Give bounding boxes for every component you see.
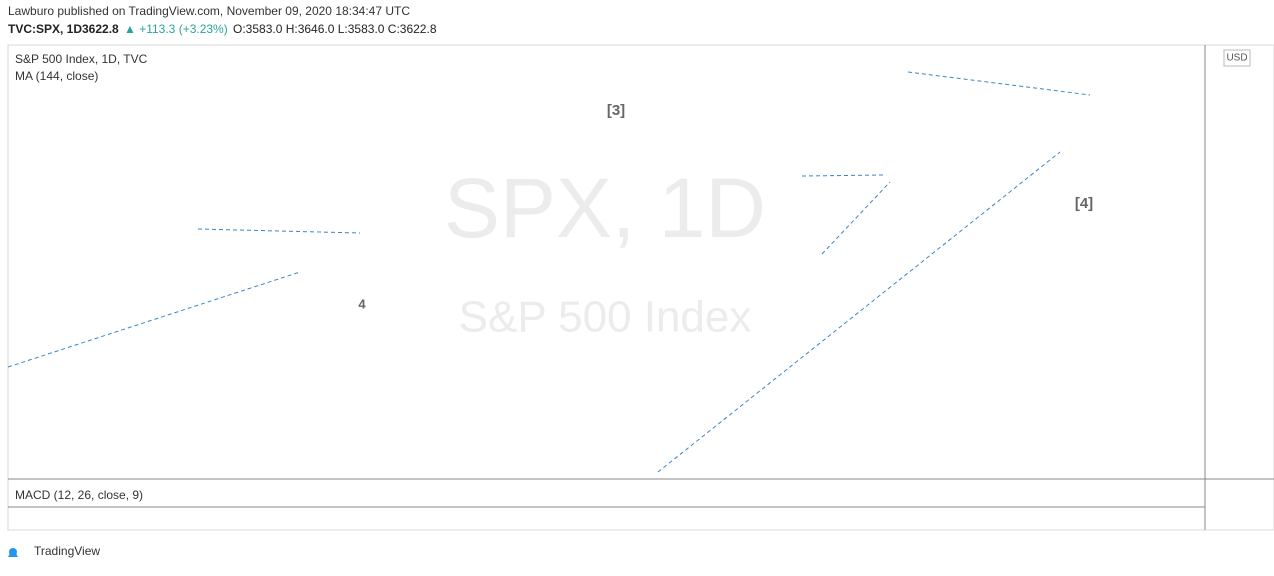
trendline [801, 174, 885, 177]
annotation: [4] [1075, 195, 1093, 212]
publisher: Lawburo published on TradingView.com, No… [8, 4, 410, 18]
legend-title: S&P 500 Index, 1D, TVC [15, 52, 148, 66]
trendline [197, 228, 361, 234]
watermark-sub: S&P 500 Index [459, 293, 752, 342]
logo [8, 548, 18, 557]
legend-macd: MACD (12, 26, close, 9) [15, 488, 143, 502]
footer-brand: TradingView [34, 544, 100, 558]
trendline [907, 71, 1091, 96]
change: ▲ +113.3 (+3.23%) [124, 22, 228, 36]
ohlc: O:3583.0 H:3646.0 L:3583.0 C:3622.8 [233, 22, 437, 36]
trendlines [7, 71, 1091, 473]
frame [7, 44, 1274, 531]
trendline [657, 151, 1061, 473]
currency: USD [1226, 53, 1247, 64]
annotation: [3] [607, 102, 625, 119]
annotation: 4 [358, 296, 366, 311]
price: 3622.8 [82, 22, 119, 36]
trendline [7, 271, 301, 368]
currency-box [1223, 49, 1251, 67]
watermark: SPX, 1D [444, 161, 766, 255]
symbol: TVC:SPX, 1D [8, 22, 82, 36]
legend-ma: MA (144, close) [15, 69, 98, 83]
trendline [821, 181, 891, 255]
